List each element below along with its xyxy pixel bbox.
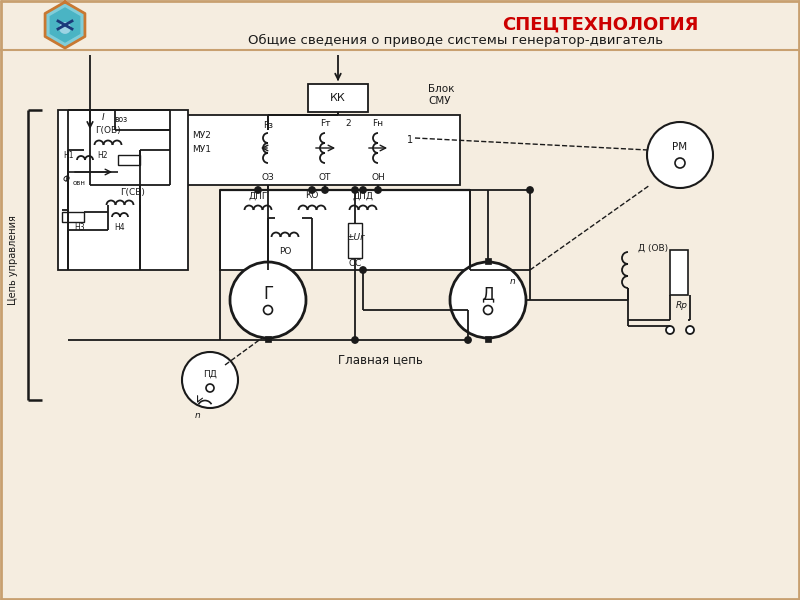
Circle shape: [182, 352, 238, 408]
Text: Н4: Н4: [114, 223, 126, 232]
Text: Д (ОВ): Д (ОВ): [638, 244, 668, 253]
Bar: [308, 84, 368, 112]
Text: овн: овн: [73, 180, 86, 186]
Text: Rр: Rр: [676, 301, 688, 310]
Bar: [170, 115, 460, 185]
Circle shape: [230, 262, 306, 338]
Text: Г(ОВ): Г(ОВ): [95, 125, 121, 134]
Bar: [348, 223, 362, 258]
Circle shape: [465, 337, 471, 343]
Bar: [62, 212, 84, 222]
Text: n: n: [195, 410, 201, 419]
Bar: [0, 0, 800, 50]
Circle shape: [360, 267, 366, 273]
Bar: [58, 110, 188, 270]
Circle shape: [666, 326, 674, 334]
Circle shape: [686, 326, 694, 334]
Text: Д: Д: [482, 285, 494, 303]
Bar: [670, 250, 688, 295]
Circle shape: [263, 305, 273, 314]
Text: ДПГ: ДПГ: [248, 191, 268, 200]
Bar: [220, 190, 470, 270]
Circle shape: [206, 384, 214, 392]
Circle shape: [255, 187, 261, 193]
Text: 2: 2: [345, 119, 351, 128]
Text: Φ: Φ: [63, 175, 70, 185]
Polygon shape: [50, 8, 80, 42]
Text: Г: Г: [263, 285, 273, 303]
Text: РО: РО: [279, 247, 291, 256]
Circle shape: [352, 187, 358, 193]
Circle shape: [309, 187, 315, 193]
Text: ПД: ПД: [203, 370, 217, 379]
Text: Н3: Н3: [74, 223, 86, 232]
Circle shape: [527, 187, 533, 193]
Text: КО: КО: [306, 191, 318, 200]
Text: n: n: [510, 277, 516, 286]
Polygon shape: [45, 2, 85, 48]
Text: ОН: ОН: [371, 173, 385, 182]
Bar: [265, 336, 271, 342]
Text: ДПД: ДПД: [353, 191, 374, 200]
Text: ОЗ: ОЗ: [262, 173, 274, 182]
Text: МУ2: МУ2: [192, 130, 211, 139]
Text: Главная цепь: Главная цепь: [338, 353, 422, 367]
Bar: [118, 155, 140, 165]
Text: Г(СВ): Г(СВ): [120, 187, 145, 196]
Text: РМ: РМ: [673, 142, 687, 152]
Circle shape: [322, 187, 328, 193]
Text: Н1: Н1: [62, 151, 74, 160]
Text: ±Uг: ±Uг: [346, 233, 365, 242]
Circle shape: [375, 187, 381, 193]
Text: Блок
СМУ: Блок СМУ: [428, 84, 454, 106]
Circle shape: [360, 187, 366, 193]
Text: Н2: Н2: [97, 151, 107, 160]
Text: Цепь управления: Цепь управления: [8, 215, 18, 305]
Text: МУ1: МУ1: [192, 145, 211, 154]
Text: I: I: [102, 113, 105, 121]
Text: КК: КК: [330, 93, 346, 103]
Circle shape: [483, 305, 493, 314]
Circle shape: [450, 262, 526, 338]
Text: Общие сведения о приводе системы генератор-двигатель: Общие сведения о приводе системы генерат…: [247, 34, 662, 47]
Text: Fз: Fз: [263, 121, 273, 130]
Text: 1: 1: [407, 135, 413, 145]
Text: ОТ: ОТ: [319, 173, 331, 182]
Text: воз: воз: [114, 115, 127, 124]
Text: СПЕЦТЕХНОЛОГИЯ: СПЕЦТЕХНОЛОГИЯ: [502, 16, 698, 34]
Text: Fт: Fт: [320, 119, 330, 128]
Bar: [485, 258, 491, 264]
Circle shape: [647, 122, 713, 188]
Text: ОС: ОС: [348, 259, 362, 268]
Circle shape: [352, 337, 358, 343]
Text: Fн: Fн: [372, 119, 383, 128]
Circle shape: [675, 158, 685, 168]
Circle shape: [60, 23, 70, 33]
Bar: [485, 336, 491, 342]
